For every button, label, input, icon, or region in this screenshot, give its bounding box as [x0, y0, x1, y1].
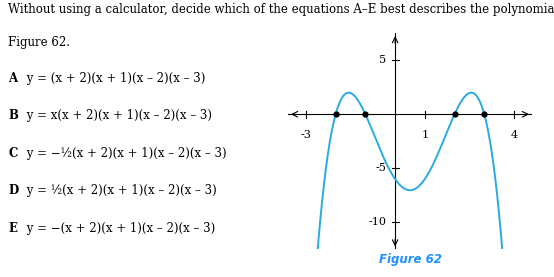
Text: D: D	[8, 184, 19, 197]
Text: y = −½(x + 2)(x + 1)(x – 2)(x – 3): y = −½(x + 2)(x + 1)(x – 2)(x – 3)	[23, 147, 227, 160]
Text: y = x(x + 2)(x + 1)(x – 2)(x – 3): y = x(x + 2)(x + 1)(x – 2)(x – 3)	[23, 109, 212, 122]
Text: B: B	[8, 109, 18, 122]
Text: 5: 5	[379, 55, 386, 65]
Text: -5: -5	[375, 163, 386, 173]
Text: Without using a calculator, decide which of the equations A–E best describes the: Without using a calculator, decide which…	[8, 3, 554, 16]
Text: y = (x + 2)(x + 1)(x – 2)(x – 3): y = (x + 2)(x + 1)(x – 2)(x – 3)	[23, 72, 205, 85]
Text: -3: -3	[300, 130, 311, 140]
Text: C: C	[8, 147, 18, 160]
Text: E: E	[8, 222, 17, 235]
Text: Figure 62: Figure 62	[378, 253, 442, 266]
Text: y = −(x + 2)(x + 1)(x – 2)(x – 3): y = −(x + 2)(x + 1)(x – 2)(x – 3)	[23, 222, 215, 235]
Text: y = ½(x + 2)(x + 1)(x – 2)(x – 3): y = ½(x + 2)(x + 1)(x – 2)(x – 3)	[23, 184, 217, 197]
Text: 1: 1	[421, 130, 428, 140]
Text: 4: 4	[510, 130, 517, 140]
Text: Figure 62.: Figure 62.	[8, 36, 70, 49]
Text: A: A	[8, 72, 18, 85]
Text: -10: -10	[368, 217, 386, 227]
